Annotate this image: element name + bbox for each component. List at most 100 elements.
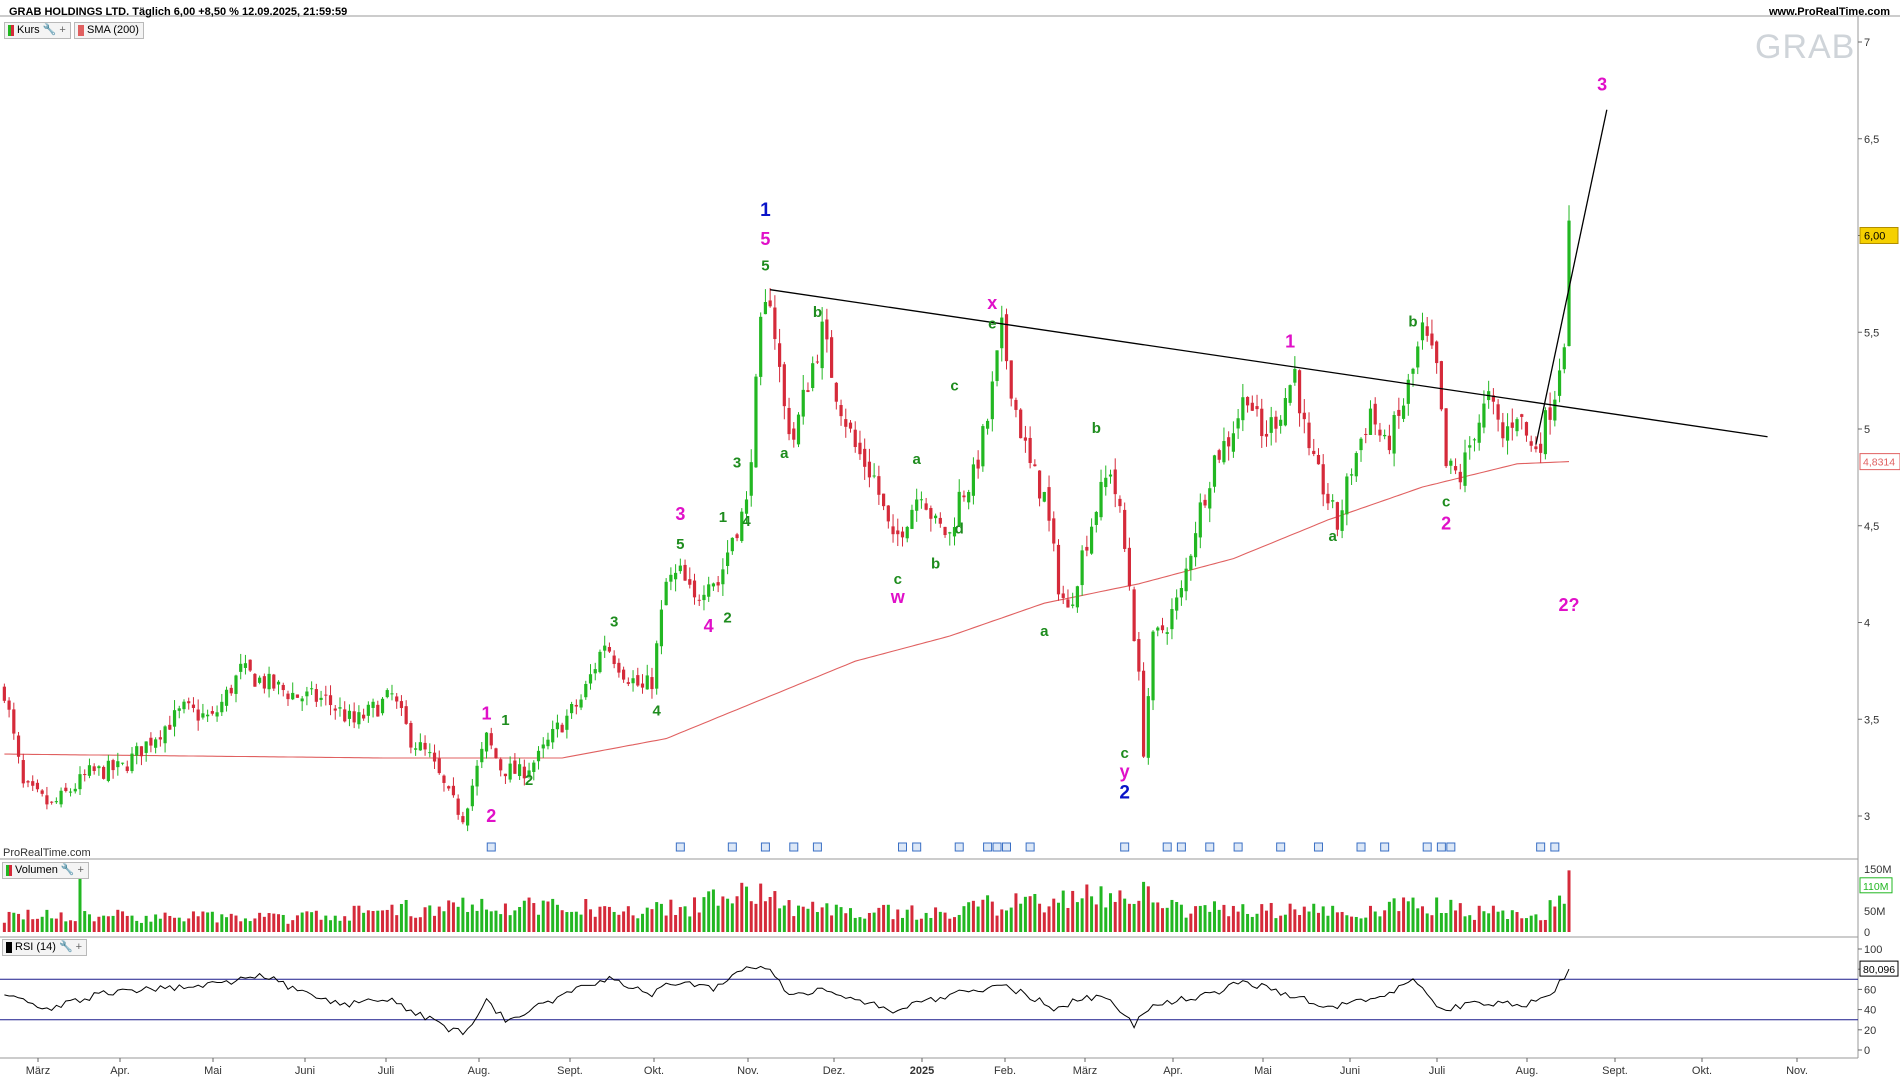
volume-bar: [518, 906, 522, 932]
candle: [253, 673, 257, 687]
volume-bar: [839, 907, 843, 932]
news-icon[interactable]: [992, 842, 1002, 852]
sma-panel-tag[interactable]: SMA (200): [74, 22, 144, 39]
candle: [1439, 360, 1443, 412]
candle: [1567, 205, 1571, 347]
candle-body: [210, 711, 214, 714]
candle-body: [801, 389, 805, 417]
news-icon[interactable]: [1233, 842, 1243, 852]
news-icon[interactable]: [1162, 842, 1172, 852]
candle-body: [1089, 526, 1094, 554]
candle: [1543, 407, 1547, 460]
x-tick-label: März: [26, 1065, 50, 1077]
news-icon[interactable]: [1276, 842, 1286, 852]
candle: [792, 422, 796, 448]
news-icon[interactable]: [812, 842, 822, 852]
wrench-icon[interactable]: 🔧: [58, 941, 73, 953]
volume-bar: [177, 917, 181, 932]
news-icon[interactable]: [1446, 842, 1456, 852]
candle: [1283, 388, 1287, 427]
site-link[interactable]: www.ProRealTime.com: [1768, 6, 1890, 18]
candle: [1288, 384, 1292, 406]
wave-label: d: [955, 520, 964, 537]
plus-icon[interactable]: +: [75, 941, 83, 953]
candle-body: [1250, 402, 1254, 411]
volume-bar: [428, 905, 432, 932]
news-icon[interactable]: [1550, 842, 1560, 852]
plus-icon[interactable]: +: [59, 24, 66, 36]
news-icon[interactable]: [1025, 842, 1035, 852]
volume-bar: [1151, 902, 1155, 932]
x-tick-label: März: [1073, 1065, 1097, 1077]
candle: [1260, 398, 1264, 448]
volume-bar: [508, 915, 512, 932]
candle-body: [139, 746, 144, 757]
candle: [258, 675, 262, 685]
candle-body: [172, 710, 177, 727]
trendline[interactable]: [770, 289, 1768, 438]
volume-panel-tag[interactable]: Volumen 🔧 +: [2, 862, 89, 879]
news-icon[interactable]: [898, 842, 908, 852]
volume-bar: [433, 915, 437, 932]
candle-body: [404, 706, 408, 724]
news-icon[interactable]: [1356, 842, 1366, 852]
volume-bar: [1184, 917, 1188, 932]
news-icon[interactable]: [954, 842, 964, 852]
news-icon[interactable]: [1120, 842, 1130, 852]
candle: [1160, 617, 1165, 634]
candle-body: [1496, 404, 1500, 420]
candle-body: [1335, 502, 1339, 530]
volume-bar: [759, 883, 763, 932]
news-icon[interactable]: [760, 842, 770, 852]
candle-body: [78, 774, 82, 790]
news-icon[interactable]: [486, 842, 496, 852]
candle-body: [1331, 500, 1335, 502]
news-icon[interactable]: [1313, 842, 1323, 852]
plus-icon[interactable]: +: [77, 864, 84, 876]
candle: [1435, 340, 1439, 374]
volume-bar: [1316, 912, 1320, 932]
candle-body: [191, 704, 196, 708]
news-icon[interactable]: [1380, 842, 1390, 852]
volume-bar: [1411, 897, 1415, 932]
volume-bar: [1449, 899, 1453, 932]
price-panel-tag[interactable]: Kurs 🔧 +: [4, 22, 71, 39]
candle: [513, 753, 517, 774]
volume-bar: [1558, 895, 1562, 932]
news-icon[interactable]: [1205, 842, 1215, 852]
news-icon[interactable]: [983, 842, 993, 852]
candle-body: [759, 316, 763, 377]
x-tick-label: Apr.: [1163, 1065, 1183, 1077]
news-icon[interactable]: [1422, 842, 1432, 852]
candle: [1227, 431, 1231, 461]
candle-body: [1137, 639, 1141, 672]
candle-body: [782, 364, 786, 407]
news-icon[interactable]: [1001, 842, 1011, 852]
wrench-icon[interactable]: 🔧: [60, 864, 75, 876]
volume-bar: [239, 921, 243, 932]
candle-body: [1468, 445, 1472, 448]
trendline[interactable]: [1535, 109, 1608, 445]
news-icon[interactable]: [675, 842, 685, 852]
volume-bar: [995, 915, 999, 932]
volume-y-tick-label: 0: [1864, 927, 1870, 939]
rsi-panel-tag[interactable]: RSI (14) 🔧 +: [2, 939, 88, 956]
candle-body: [650, 677, 654, 690]
candle-body: [83, 774, 87, 776]
wave-label: 2: [1119, 783, 1130, 804]
news-icon[interactable]: [912, 842, 922, 852]
news-icon[interactable]: [727, 842, 737, 852]
candle: [1321, 454, 1325, 507]
candle: [1141, 662, 1146, 758]
volume-bar: [853, 917, 857, 932]
candle: [59, 787, 63, 808]
news-icon[interactable]: [1176, 842, 1186, 852]
candle-body: [1293, 368, 1297, 383]
wrench-icon[interactable]: 🔧: [42, 24, 57, 36]
news-icon[interactable]: [1436, 842, 1446, 852]
news-icon[interactable]: [1536, 842, 1546, 852]
candle: [267, 666, 271, 698]
news-icon[interactable]: [789, 842, 799, 852]
wave-label: c: [1442, 493, 1450, 510]
candle-body: [588, 674, 593, 684]
